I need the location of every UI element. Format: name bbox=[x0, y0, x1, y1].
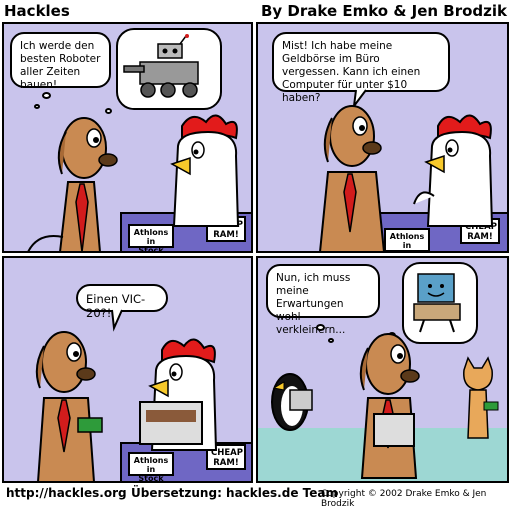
speech-bubble: Nun, ich muss meine Erwartungen wohl ver… bbox=[266, 264, 380, 336]
dog-character bbox=[35, 331, 103, 481]
chicken-character bbox=[139, 338, 218, 451]
robot-dog-drawing bbox=[123, 34, 199, 98]
computer-box bbox=[139, 401, 203, 445]
thought-bubble bbox=[116, 28, 222, 110]
thought-dot bbox=[42, 92, 51, 99]
comic-title: Hackles bbox=[4, 2, 70, 20]
panel-4: Nun, ich muss meine Erwartungen wohl ver… bbox=[256, 256, 509, 483]
dog-character bbox=[359, 333, 420, 479]
panel-2: Athlons in Stock CHEAP RAM! Mist! Ich ha… bbox=[256, 22, 509, 253]
footer-url[interactable]: http://hackles.org bbox=[6, 486, 127, 500]
footer-translation: Übersetzung: hackles.de Team bbox=[131, 486, 338, 500]
thought-dot bbox=[316, 324, 325, 331]
penguin-character bbox=[271, 373, 313, 431]
speech-bubble: Mist! Ich habe meine Geldbörse im Büro v… bbox=[272, 32, 450, 104]
comic-byline: By Drake Emko & Jen Brodzik bbox=[260, 2, 507, 20]
speech-bubble: Einen VIC-20?! bbox=[76, 284, 168, 320]
speech-bubble: Ich werde den besten Roboter aller Zeite… bbox=[10, 32, 111, 91]
panel-1: Athlons in Stock CHEAP RAM! Ich werde de… bbox=[2, 22, 253, 253]
dog-character bbox=[319, 105, 385, 251]
cat-character bbox=[463, 356, 499, 439]
bubble-tail bbox=[111, 309, 123, 332]
footer-copyright: Copyright © 2002 Drake Emko & Jen Brodzi… bbox=[321, 489, 487, 509]
panel-3: Athlons in Stock CHEAP RAM! Einen VIC-20… bbox=[2, 256, 253, 483]
sign-athlons: Athlons in Stock bbox=[128, 224, 174, 251]
chicken-character bbox=[413, 114, 494, 227]
chicken-character bbox=[170, 114, 240, 227]
computer-box bbox=[373, 413, 415, 447]
dog-character bbox=[27, 117, 118, 251]
thought-dot bbox=[328, 338, 334, 343]
sign-athlons: Athlons in Stock bbox=[384, 228, 430, 251]
sign-athlons: Athlons in Stock bbox=[128, 452, 174, 481]
vic20-drawing bbox=[413, 273, 461, 333]
thought-bubble bbox=[402, 262, 478, 344]
thought-dot bbox=[105, 108, 112, 114]
thought-dot bbox=[34, 104, 40, 109]
